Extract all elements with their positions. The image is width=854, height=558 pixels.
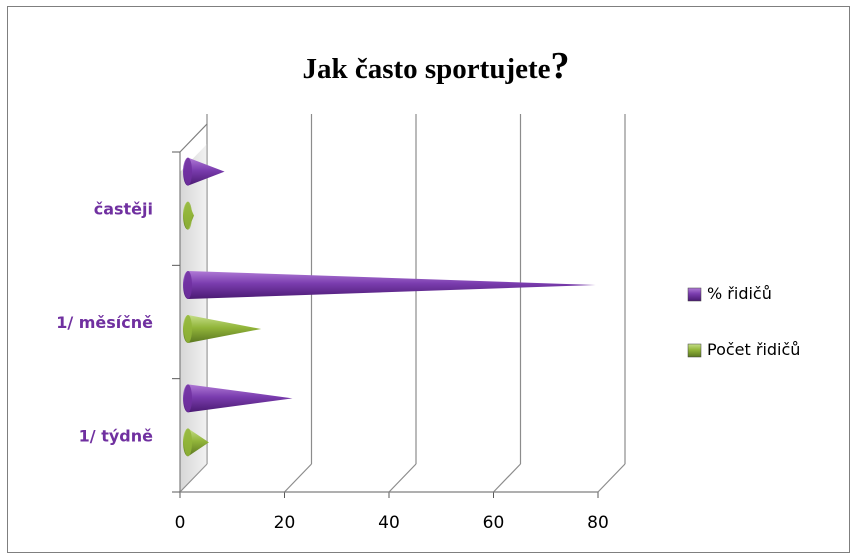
- x-tick-label: 80: [587, 513, 609, 533]
- category-labels: 1/ týdně 1/ měsíčně častěji: [56, 200, 153, 446]
- chart-title-mark: ?: [551, 45, 570, 87]
- category-label: 1/ měsíčně: [56, 313, 153, 332]
- cone-base: [184, 271, 192, 299]
- category-label: častěji: [94, 200, 153, 219]
- gridline-floor: [388, 463, 417, 493]
- legend-item: % řidičů: [687, 284, 772, 303]
- cone-body: [183, 271, 596, 299]
- cone-count-2: [183, 201, 194, 230]
- cone-base: [184, 201, 192, 230]
- chart-frame: Jak často sportujete? 0 20 40 60 80 1/ týdně…: [7, 6, 850, 553]
- cone-body: [183, 157, 225, 186]
- legend-label: Počet řidičů: [707, 340, 800, 359]
- cone-base: [184, 157, 192, 186]
- cone-count-1: [183, 315, 262, 343]
- x-tick-label: 40: [378, 513, 400, 533]
- axes: [172, 123, 599, 498]
- x-tick-labels: 0 20 40 60 80: [175, 513, 609, 533]
- legend-swatch: [687, 287, 702, 302]
- chart-title-main: Jak často sportujete: [302, 53, 550, 85]
- gridline-floor: [284, 463, 312, 493]
- cone-pct-1: [183, 271, 596, 299]
- legend-item: Počet řidičů: [687, 340, 800, 359]
- x-tick-label: 60: [483, 513, 505, 533]
- cone-base: [184, 384, 192, 413]
- cone-body: [183, 315, 262, 343]
- category-label: 1/ týdně: [79, 426, 153, 445]
- cone-body: [183, 384, 293, 413]
- cone-base: [184, 315, 192, 343]
- chart-title: Jak často sportujete?: [302, 45, 569, 87]
- cone-pct-2: [183, 157, 225, 186]
- gridlines: [179, 114, 626, 493]
- depth-line-top: [179, 123, 208, 153]
- cone-base: [184, 428, 192, 457]
- gridline-floor: [597, 463, 626, 493]
- legend-swatch: [687, 343, 702, 358]
- legend-label: % řidičů: [707, 284, 772, 303]
- cone-count-0: [183, 428, 209, 457]
- gridline-floor: [493, 463, 521, 493]
- x-tick-label: 20: [274, 513, 296, 533]
- cone-pct-0: [183, 384, 293, 413]
- x-tick-label: 0: [175, 513, 186, 533]
- chart-plot: Jak často sportujete? 0 20 40 60 80 1/ týdně…: [56, 45, 800, 533]
- legend: % řidičů Počet řidičů: [687, 284, 800, 359]
- series-cones: [183, 157, 596, 457]
